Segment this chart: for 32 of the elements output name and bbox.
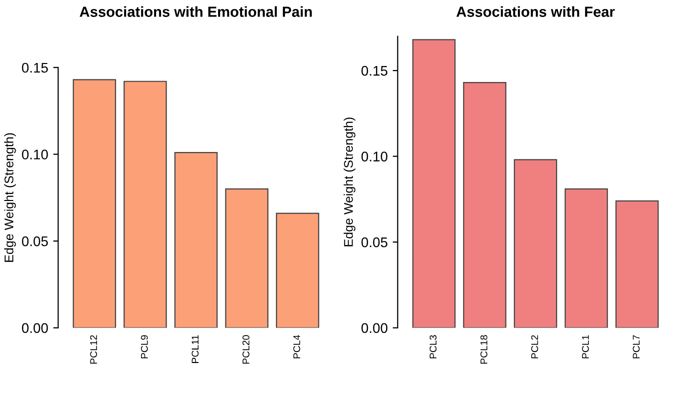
x-tick-label: PCL3 xyxy=(430,335,437,358)
y-tick-label: 0.00 xyxy=(361,323,388,333)
bar xyxy=(72,79,116,328)
bar xyxy=(514,159,558,328)
y-tick-label: 0.10 xyxy=(22,150,48,160)
y-tick-label: 0.15 xyxy=(22,62,48,73)
bar xyxy=(412,39,456,328)
x-tick-label: PCL7 xyxy=(632,335,640,358)
y-tick-label: 0.10 xyxy=(361,152,388,162)
x-tick-label: PCL12 xyxy=(90,335,98,364)
x-tick-label: PCL1 xyxy=(582,335,589,358)
bar xyxy=(225,188,268,328)
chart-title: Associations with Fear xyxy=(456,6,615,17)
y-tick-label: 0.05 xyxy=(22,236,48,246)
x-tick-label: PCL2 xyxy=(531,335,538,358)
x-tick-label: PCL9 xyxy=(140,335,148,358)
bar xyxy=(174,152,218,328)
y-tick-label: 0.15 xyxy=(361,66,388,76)
y-axis-title: Edge Weight (Strength) xyxy=(4,133,16,262)
x-tick-label: PCL4 xyxy=(293,335,300,358)
chart-title: Associations with Emotional Pain xyxy=(80,6,312,17)
y-tick-label: 0.00 xyxy=(22,323,48,333)
bar xyxy=(276,212,320,328)
y-axis-title: Edge Weight (Strength) xyxy=(344,118,356,246)
x-tick-label: PCL18 xyxy=(480,335,488,364)
bar xyxy=(564,188,608,328)
x-tick-label: PCL11 xyxy=(192,335,199,363)
bar xyxy=(124,80,167,328)
y-tick-label: 0.05 xyxy=(361,237,388,248)
x-tick-label: PCL20 xyxy=(242,335,250,364)
bar xyxy=(463,82,506,328)
bar xyxy=(615,200,659,328)
